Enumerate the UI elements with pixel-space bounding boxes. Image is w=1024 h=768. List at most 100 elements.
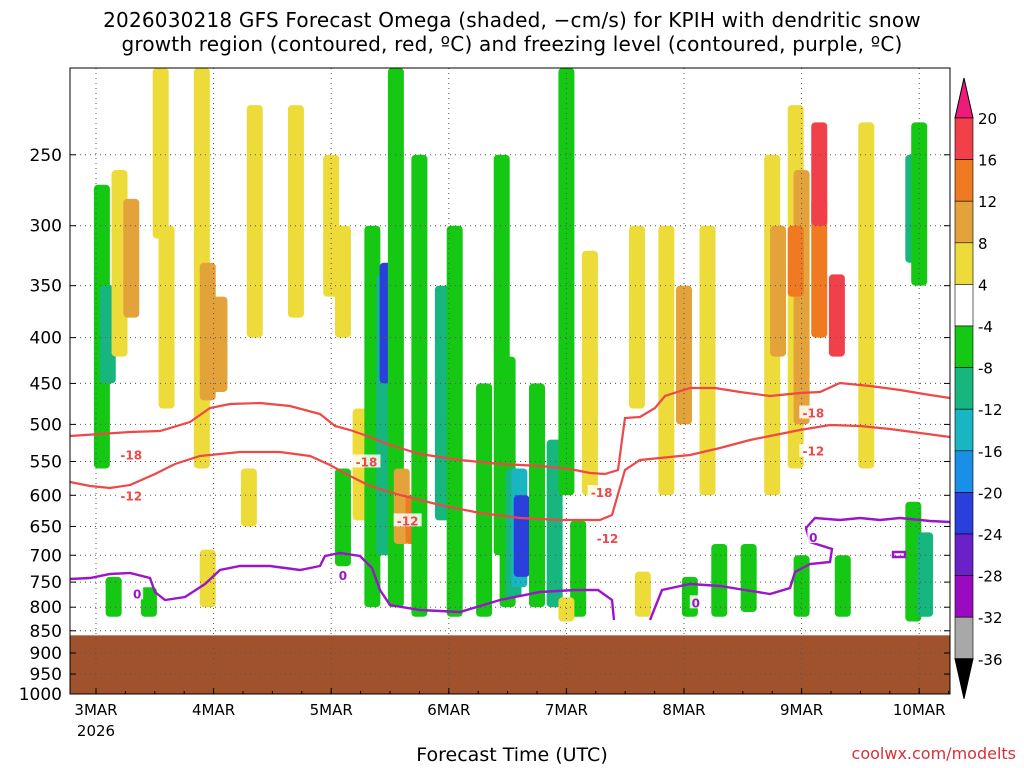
y-tick-label-950: 950 <box>30 665 62 685</box>
omega-cell-33 <box>513 495 530 577</box>
colorbar-label-6: -8 <box>978 360 993 378</box>
omega-cell-58 <box>858 122 875 469</box>
y-tick-label-900: 900 <box>30 644 62 664</box>
omega-cell-54 <box>811 122 828 226</box>
omega-cell-10 <box>211 296 228 392</box>
omega-cell-37 <box>570 520 587 617</box>
y-tick-label-1000: 1000 <box>19 685 62 705</box>
colorbar-swatch-7 <box>954 408 974 452</box>
omega-cell-39 <box>558 597 575 622</box>
colorbar-label-10: -24 <box>978 526 1003 544</box>
omega-cell-46 <box>711 543 728 617</box>
colorbar-swatch-6 <box>954 367 974 410</box>
dgz-label-3: -12 <box>397 514 419 528</box>
terrain-layer <box>70 635 950 694</box>
colorbar-swatch-2 <box>954 200 974 244</box>
colorbar-swatch-8 <box>954 450 974 493</box>
dgz-label-0: -18 <box>120 448 142 462</box>
y-tick-label-300: 300 <box>30 217 62 237</box>
freezing-label-2: 0 <box>692 596 700 610</box>
dgz-label-bg <box>117 447 146 461</box>
omega-cell-25 <box>411 154 428 617</box>
colorbar-swatch-0 <box>954 117 974 160</box>
terrain-fill <box>70 635 950 694</box>
omega-cell-62 <box>917 532 934 617</box>
omega-cell-41 <box>634 571 651 617</box>
grid-lines <box>70 68 950 694</box>
y-tick-label-600: 600 <box>30 486 62 506</box>
plot-frame <box>69 67 951 695</box>
omega-cell-57 <box>834 555 851 617</box>
omega-cell-55 <box>828 274 845 357</box>
dgz-label-bg <box>799 405 828 419</box>
colorbar-top-arrow <box>954 77 974 119</box>
colorbar-swatch-10 <box>954 533 974 576</box>
dgz-label-2: -18 <box>356 455 378 469</box>
dgz-label-1: -12 <box>120 489 142 503</box>
omega-cell-6 <box>152 68 169 239</box>
freezing-label-bg <box>131 586 144 600</box>
omega-cell-3 <box>123 198 140 318</box>
dgz-label-6: -18 <box>803 407 825 421</box>
y-tick-label-850: 850 <box>30 622 62 642</box>
omega-cell-17 <box>334 468 351 567</box>
x-tick-label-4MAR: 4MAR <box>192 701 235 719</box>
y-tick-label-750: 750 <box>30 573 62 593</box>
y-tick-label-400: 400 <box>30 329 62 349</box>
omega-cell-42 <box>658 225 675 496</box>
colorbar-swatch-12 <box>954 616 974 660</box>
colorbar-label-9: -20 <box>978 484 1003 502</box>
credit-text: coolwx.com/modelts <box>851 744 1016 763</box>
contour-labels: -18 -12 -18 -12 -18 -12 -18 -12 0 0 0 0 <box>117 405 828 610</box>
x-tick-label-7MAR: 7MAR <box>545 701 588 719</box>
omega-cell-11 <box>199 549 216 608</box>
freezing-label-bg <box>336 567 349 581</box>
omega-cell-60 <box>911 122 928 286</box>
dgz-label-4: -18 <box>591 486 613 500</box>
y-tick-label-500: 500 <box>30 415 62 435</box>
omega-cell-16 <box>334 225 351 338</box>
x-tick-label-10MAR: 10MAR <box>893 701 946 719</box>
omega-cell-49 <box>770 225 787 357</box>
x-tick-label-6MAR: 6MAR <box>427 701 470 719</box>
dgz-label-bg <box>117 488 146 502</box>
y-tick-label-450: 450 <box>30 374 62 394</box>
omega-cell-5 <box>140 587 157 617</box>
x-tick-label-8MAR: 8MAR <box>662 701 705 719</box>
colorbar-label-12: -32 <box>978 609 1003 627</box>
y-tick-label-550: 550 <box>30 452 62 472</box>
y-tick-label-650: 650 <box>30 517 62 537</box>
omega-cell-13 <box>240 468 257 527</box>
colorbar-label-5: -4 <box>978 318 993 336</box>
colorbar-label-0: 20 <box>978 110 997 128</box>
colorbar-label-2: 12 <box>978 193 997 211</box>
omega-cell-38 <box>581 250 598 496</box>
freezing-level-contour <box>70 516 950 621</box>
y-tick-label-700: 700 <box>30 546 62 566</box>
colorbar-label-13: -36 <box>978 651 1003 669</box>
freezing-label-3: 0 <box>809 531 817 545</box>
omega-cell-52 <box>787 225 804 297</box>
dgz-label-bg <box>587 485 616 499</box>
omega-cell-28 <box>476 383 493 617</box>
y-tick-label-800: 800 <box>30 598 62 618</box>
dgz-label-bg <box>799 443 828 457</box>
colorbar-swatch-1 <box>954 159 974 202</box>
colorbar-swatch-3 <box>954 242 974 285</box>
x-tick-label-9MAR: 9MAR <box>780 701 823 719</box>
colorbar-label-8: -16 <box>978 443 1003 461</box>
colorbar-swatch-11 <box>954 575 974 618</box>
colorbar-label-7: -12 <box>978 401 1003 419</box>
colorbar-label-11: -28 <box>978 568 1003 586</box>
dgz-18-contour <box>70 381 950 476</box>
dgz-12-contour <box>70 423 950 522</box>
dgz-label-7: -12 <box>803 445 825 459</box>
x-axis: 3MAR 4MAR 5MAR 6MAR 7MAR 8MAR 9MAR 10MAR 2026 <box>74 688 950 740</box>
freezing-label-0: 0 <box>133 587 141 601</box>
y-tick-label-250: 250 <box>30 146 62 166</box>
dgz-label-5: -12 <box>597 532 619 546</box>
y-axis: 2503003504004505005506006507007508008509… <box>19 146 950 705</box>
colorbar-swatch-5 <box>954 325 974 368</box>
omega-cell-7 <box>158 225 175 409</box>
